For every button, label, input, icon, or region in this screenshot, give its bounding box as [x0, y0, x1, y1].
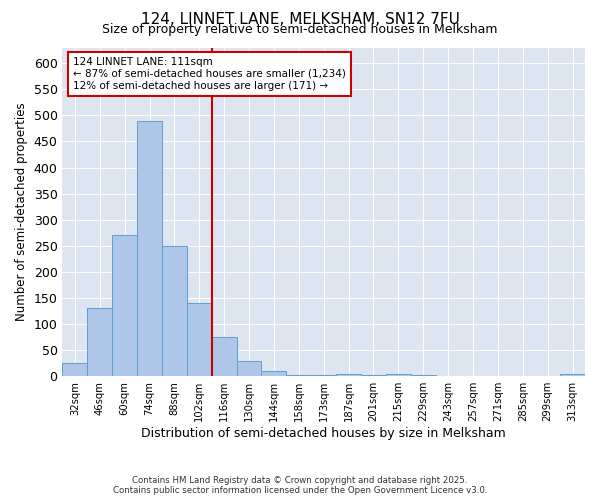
Bar	[386, 374, 411, 376]
Bar	[187, 303, 212, 376]
Text: 124, LINNET LANE, MELKSHAM, SN12 7FU: 124, LINNET LANE, MELKSHAM, SN12 7FU	[140, 12, 460, 28]
Bar	[361, 375, 386, 376]
Bar	[411, 375, 436, 376]
Bar	[236, 360, 262, 376]
Text: Size of property relative to semi-detached houses in Melksham: Size of property relative to semi-detach…	[102, 22, 498, 36]
X-axis label: Distribution of semi-detached houses by size in Melksham: Distribution of semi-detached houses by …	[142, 427, 506, 440]
Y-axis label: Number of semi-detached properties: Number of semi-detached properties	[15, 102, 28, 321]
Bar	[62, 363, 88, 376]
Bar	[560, 374, 585, 376]
Bar	[212, 337, 236, 376]
Bar	[262, 371, 286, 376]
Bar	[112, 236, 137, 376]
Bar	[311, 375, 336, 376]
Text: 124 LINNET LANE: 111sqm
← 87% of semi-detached houses are smaller (1,234)
12% of: 124 LINNET LANE: 111sqm ← 87% of semi-de…	[73, 58, 346, 90]
Bar	[137, 120, 162, 376]
Bar	[162, 246, 187, 376]
Bar	[88, 308, 112, 376]
Bar	[336, 374, 361, 376]
Text: Contains HM Land Registry data © Crown copyright and database right 2025.
Contai: Contains HM Land Registry data © Crown c…	[113, 476, 487, 495]
Bar	[286, 374, 311, 376]
